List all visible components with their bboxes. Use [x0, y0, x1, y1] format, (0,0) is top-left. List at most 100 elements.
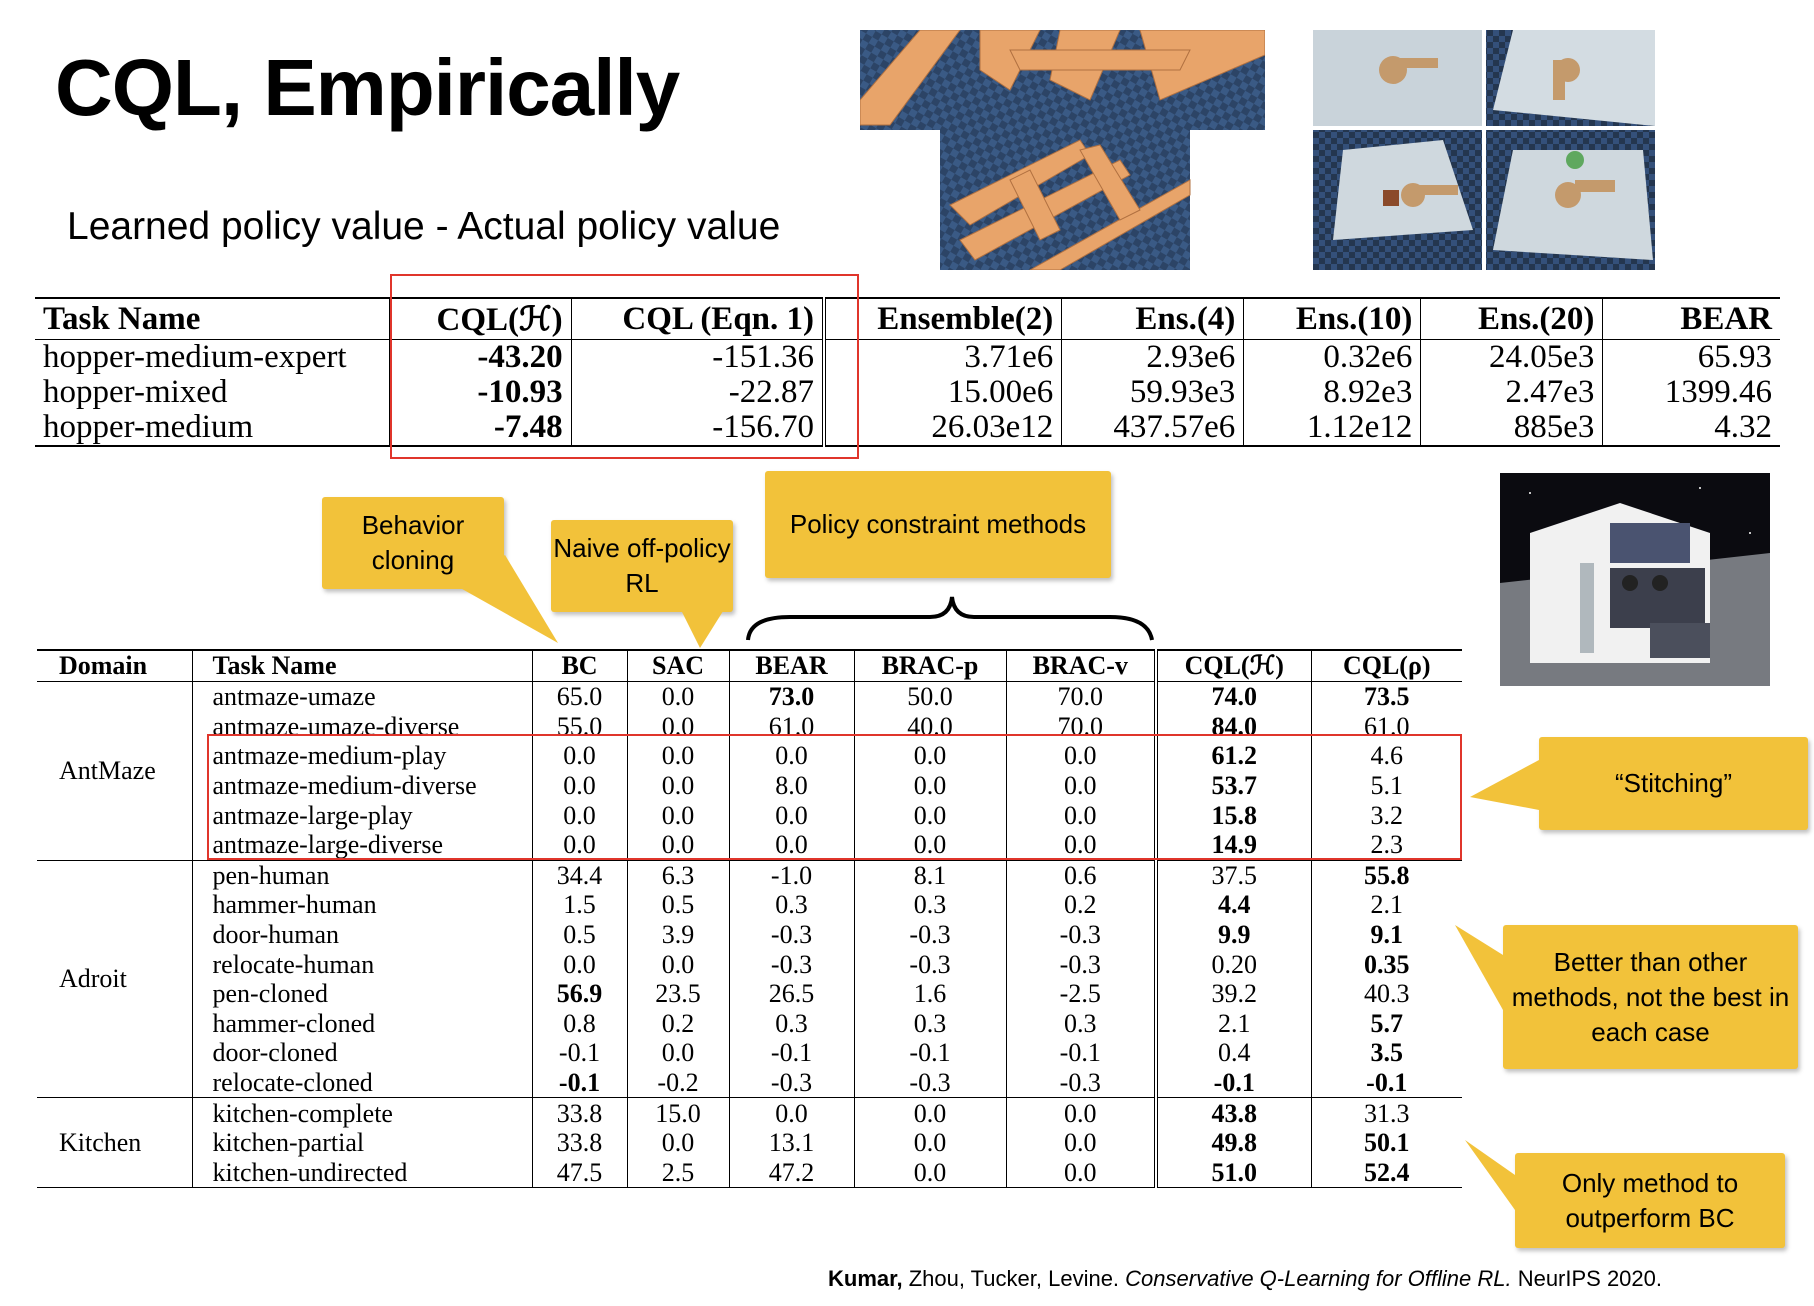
value-cell: -0.3: [728, 1067, 854, 1099]
header-cql-rho: CQL(ρ): [1310, 649, 1462, 682]
value-cell: 1.6: [853, 978, 1006, 1009]
value-cell: 0.0: [728, 800, 854, 830]
callout-stitching: “Stitching”: [1539, 737, 1808, 830]
value-cell: 65.0: [531, 681, 627, 712]
value-cell: 2.5: [626, 1157, 729, 1189]
cell: hopper-medium: [35, 410, 390, 447]
callout-naive-offpolicy: Naive off-policy RL: [551, 520, 733, 612]
value-cell: 0.0: [626, 770, 729, 801]
task-name-cell: door-human: [191, 919, 532, 950]
value-cell: 0.0: [626, 1038, 729, 1068]
header-task-name: Task Name: [43, 300, 201, 337]
cell: hopper-mixed: [43, 374, 228, 410]
task-name-cell: kitchen-undirected: [191, 1157, 532, 1189]
value-cell: 6.3: [626, 860, 729, 891]
value-cell: 50.0: [853, 681, 1006, 712]
value-cell: 55.8: [1310, 860, 1462, 891]
value-cell: 0.0: [531, 800, 627, 830]
value-cell: 51.0: [1154, 1157, 1311, 1189]
header-bear: BEAR: [728, 649, 854, 682]
value-cell: -1.0: [728, 860, 854, 891]
value-cell: 0.0: [853, 1097, 1006, 1128]
domain-cell: Adroit: [37, 860, 192, 1099]
value-cell: 0.35: [1310, 949, 1462, 979]
value-cell: -0.3: [1005, 949, 1156, 979]
value-cell: -0.1: [1310, 1067, 1462, 1099]
cell: 8.92e3: [1243, 375, 1421, 410]
value-cell: 0.0: [626, 1127, 729, 1158]
header-bear: BEAR: [1602, 298, 1780, 340]
value-cell: 0.8: [531, 1008, 627, 1039]
cell: -10.93: [388, 375, 572, 410]
value-cell: 0.3: [1005, 1008, 1156, 1039]
table-row: hopper-mixed -10.93 -22.87 15.00e6 59.93…: [35, 375, 1780, 410]
header-sac: SAC: [626, 649, 729, 682]
value-cell: 61.2: [1154, 741, 1311, 771]
value-cell: 15.0: [626, 1097, 729, 1128]
table-row: pen-cloned 56.9 23.5 26.5 1.6 -2.5 39.2 40.3: [37, 978, 1462, 1009]
value-cell: 4.4: [1154, 890, 1311, 920]
value-cell: 0.0: [1005, 741, 1156, 771]
task-name-cell: pen-cloned: [191, 978, 532, 1009]
cell: 59.93e3: [1061, 375, 1244, 410]
header-ens4: Ens.(4): [1061, 298, 1244, 340]
value-cell: 2.1: [1310, 890, 1462, 920]
value-cell: 3.2: [1310, 800, 1462, 830]
value-cell: 0.2: [626, 1008, 729, 1039]
value-cell: 53.7: [1154, 770, 1311, 801]
table-row: hammer-human 1.5 0.5 0.3 0.3 0.2 4.4 2.1: [37, 890, 1462, 920]
value-cell: 43.8: [1154, 1097, 1311, 1128]
value-cell: 0.0: [853, 800, 1006, 830]
value-cell: 0.0: [728, 829, 854, 861]
value-cell: 0.0: [1005, 1157, 1156, 1189]
value-cell: 33.8: [531, 1127, 627, 1158]
cell: 3.71e6: [822, 339, 1062, 375]
value-cell: 31.3: [1310, 1097, 1462, 1128]
value-cell: -0.2: [626, 1067, 729, 1099]
stitching-highlight-box: [207, 734, 1462, 860]
value-cell: -0.3: [728, 919, 854, 950]
value-cell: -0.3: [1005, 1067, 1156, 1099]
value-cell: 13.1: [728, 1127, 854, 1158]
task-name-cell: antmaze-medium-diverse: [191, 770, 532, 801]
header-cql-eqn1: CQL (Eqn. 1): [570, 298, 825, 340]
value-cell: -0.1: [1005, 1038, 1156, 1068]
citation-venue: NeurIPS 2020.: [1511, 1266, 1663, 1291]
task-name-cell: pen-human: [191, 860, 532, 891]
table-row: Kitchen kitchen-complete 33.8 15.0 0.0 0.0 0.0…: [37, 1097, 1462, 1189]
value-cell: 73.5: [1310, 681, 1462, 712]
callout-policy-constraint: Policy constraint methods: [765, 471, 1111, 578]
value-cell: 0.2: [1005, 890, 1156, 920]
cell: 15.00e6: [822, 375, 1062, 410]
value-cell: 47.5: [531, 1157, 627, 1189]
value-cell: 9.1: [1310, 919, 1462, 950]
antmaze-image: [860, 30, 1265, 270]
value-cell: 0.0: [531, 741, 627, 771]
task-name-cell: relocate-cloned: [191, 1067, 532, 1099]
value-cell: 70.0: [1005, 681, 1156, 712]
cell: -156.70: [570, 410, 825, 447]
value-cell: 0.0: [728, 1097, 854, 1128]
value-cell: 0.6: [1005, 860, 1156, 891]
value-cell: 0.0: [531, 770, 627, 801]
value-cell: -0.3: [1005, 919, 1156, 950]
citation-author: Kumar,: [828, 1266, 903, 1291]
value-cell: 0.0: [853, 1127, 1006, 1158]
slide-title: CQL, Empirically: [55, 43, 680, 132]
slide-subtitle: Learned policy value - Actual policy val…: [67, 205, 781, 248]
table-row: door-cloned -0.1 0.0 -0.1 -0.1 -0.1 0.4 3.5: [37, 1038, 1462, 1068]
callout-only-method: Only method to outperform BC: [1515, 1153, 1785, 1248]
value-cell: 26.5: [728, 978, 854, 1009]
header-cql-h: CQL(ℋ): [1154, 649, 1311, 682]
callout-better: Better than other methods, not the best …: [1503, 925, 1798, 1069]
cell: 2.47e3: [1420, 375, 1603, 410]
value-cell: 52.4: [1310, 1157, 1462, 1189]
cell: 1.12e12: [1243, 410, 1421, 447]
value-cell: -0.3: [853, 1067, 1006, 1099]
task-name-cell: hammer-cloned: [191, 1008, 532, 1039]
value-cell: 0.0: [728, 741, 854, 771]
value-cell: -0.1: [531, 1067, 627, 1099]
value-cell: 0.0: [1005, 1127, 1156, 1158]
value-cell: 0.0: [1005, 800, 1156, 830]
value-cell: 33.8: [531, 1097, 627, 1128]
